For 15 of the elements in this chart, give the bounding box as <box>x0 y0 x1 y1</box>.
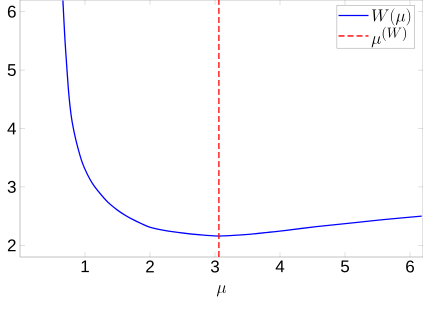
x-tick-label: 5 <box>340 260 349 272</box>
x-axis-title: $\mu$ <box>216 285 226 296</box>
x-tick-label: 6 <box>406 260 414 273</box>
line-series <box>62 0 422 237</box>
legend-label: $\mu^{(W)}$ <box>372 26 406 48</box>
x-tick-label: 1 <box>82 260 89 272</box>
y-tick-label: 2 <box>8 239 16 252</box>
y-tick-label: 4 <box>7 122 16 134</box>
x-tick-label: 2 <box>146 260 154 272</box>
legend-label: $W(\mu)$ <box>372 8 410 26</box>
y-tick-label: 3 <box>8 180 16 193</box>
y-tick-label: 6 <box>8 6 16 18</box>
y-tick-label: 5 <box>8 64 16 76</box>
x-tick-label: 4 <box>276 260 284 272</box>
x-tick-label: 3 <box>210 260 219 273</box>
